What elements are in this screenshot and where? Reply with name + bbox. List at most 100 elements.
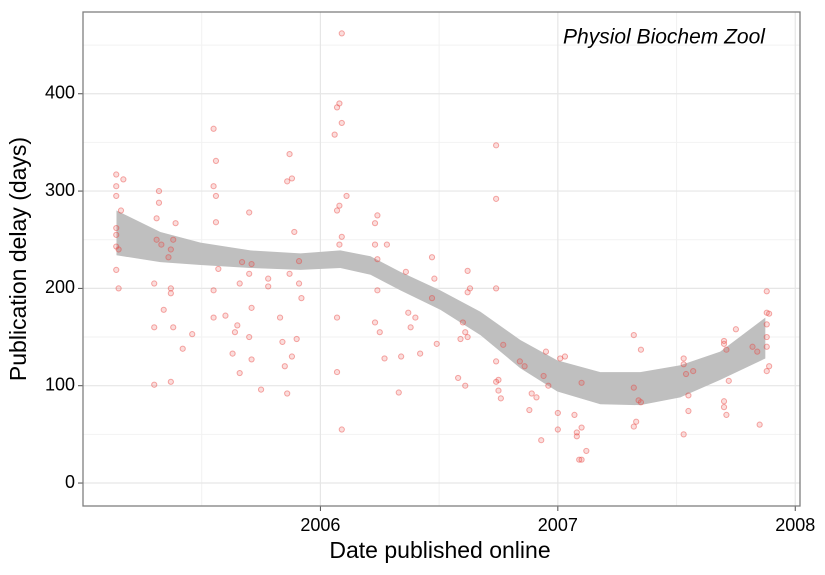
- confidence-band: [116, 210, 766, 406]
- point: [210, 314, 217, 321]
- point: [576, 456, 583, 463]
- point: [763, 321, 770, 328]
- y-tick-label: 200: [45, 277, 75, 297]
- y-tick-label: 300: [45, 180, 75, 200]
- x-tick-label: 2008: [775, 515, 815, 535]
- point: [493, 142, 500, 149]
- point: [725, 377, 732, 384]
- point: [500, 341, 507, 348]
- point: [210, 125, 217, 132]
- point: [265, 283, 272, 290]
- point: [248, 260, 255, 268]
- point: [754, 348, 761, 355]
- point: [295, 258, 303, 265]
- point: [459, 319, 466, 326]
- point: [333, 368, 341, 376]
- point: [151, 280, 158, 287]
- point: [680, 431, 687, 438]
- point: [457, 335, 464, 343]
- point: [720, 340, 728, 347]
- point: [428, 254, 436, 261]
- point: [113, 231, 120, 238]
- point: [293, 335, 300, 343]
- point: [284, 178, 291, 185]
- point: [374, 212, 381, 219]
- point: [374, 256, 381, 263]
- point: [333, 314, 341, 321]
- point: [115, 285, 122, 292]
- point: [554, 409, 561, 417]
- point: [215, 265, 222, 273]
- point: [540, 372, 547, 380]
- point: [113, 243, 120, 250]
- point: [265, 275, 272, 282]
- point: [545, 382, 552, 389]
- point: [466, 285, 474, 292]
- point: [222, 312, 229, 319]
- point: [630, 384, 637, 391]
- point: [248, 356, 255, 363]
- point: [462, 329, 469, 336]
- point: [333, 104, 341, 111]
- point: [113, 224, 120, 232]
- point: [343, 192, 350, 200]
- point: [115, 246, 122, 253]
- point: [720, 404, 728, 411]
- point: [749, 343, 756, 350]
- point: [371, 319, 379, 326]
- point: [720, 398, 728, 405]
- point: [113, 183, 120, 190]
- point: [635, 397, 642, 404]
- point: [561, 353, 569, 360]
- point: [167, 246, 174, 253]
- point: [167, 378, 174, 385]
- point: [286, 150, 293, 158]
- point: [170, 236, 177, 243]
- point: [578, 456, 585, 463]
- point: [495, 387, 502, 394]
- point: [493, 195, 500, 202]
- y-tick-label: 400: [45, 82, 75, 102]
- point: [234, 322, 241, 329]
- point: [376, 329, 383, 336]
- point: [167, 285, 174, 292]
- point: [554, 426, 561, 433]
- point: [766, 363, 773, 370]
- point: [578, 424, 585, 431]
- point: [286, 270, 293, 277]
- point: [497, 395, 504, 402]
- point: [542, 348, 550, 355]
- point: [160, 306, 167, 313]
- point: [766, 310, 773, 317]
- point: [117, 207, 125, 214]
- point: [630, 423, 637, 430]
- point: [153, 215, 160, 222]
- point: [281, 363, 288, 370]
- point: [288, 175, 296, 182]
- point: [417, 350, 424, 357]
- y-tick-label: 0: [65, 472, 75, 492]
- point: [210, 287, 217, 294]
- point: [231, 329, 239, 336]
- point: [756, 421, 763, 428]
- point: [464, 267, 471, 274]
- point: [412, 314, 419, 321]
- point: [493, 358, 500, 365]
- point: [212, 192, 220, 200]
- point: [493, 285, 500, 292]
- point: [723, 411, 730, 419]
- point: [172, 220, 179, 227]
- point: [336, 241, 343, 248]
- point: [284, 390, 291, 397]
- point: [113, 171, 120, 178]
- x-tick-label: 2007: [538, 515, 578, 535]
- point: [336, 100, 343, 107]
- point: [464, 333, 471, 341]
- point: [158, 241, 165, 248]
- point: [374, 287, 381, 294]
- point: [495, 376, 502, 383]
- point: [526, 406, 533, 414]
- point: [455, 374, 462, 382]
